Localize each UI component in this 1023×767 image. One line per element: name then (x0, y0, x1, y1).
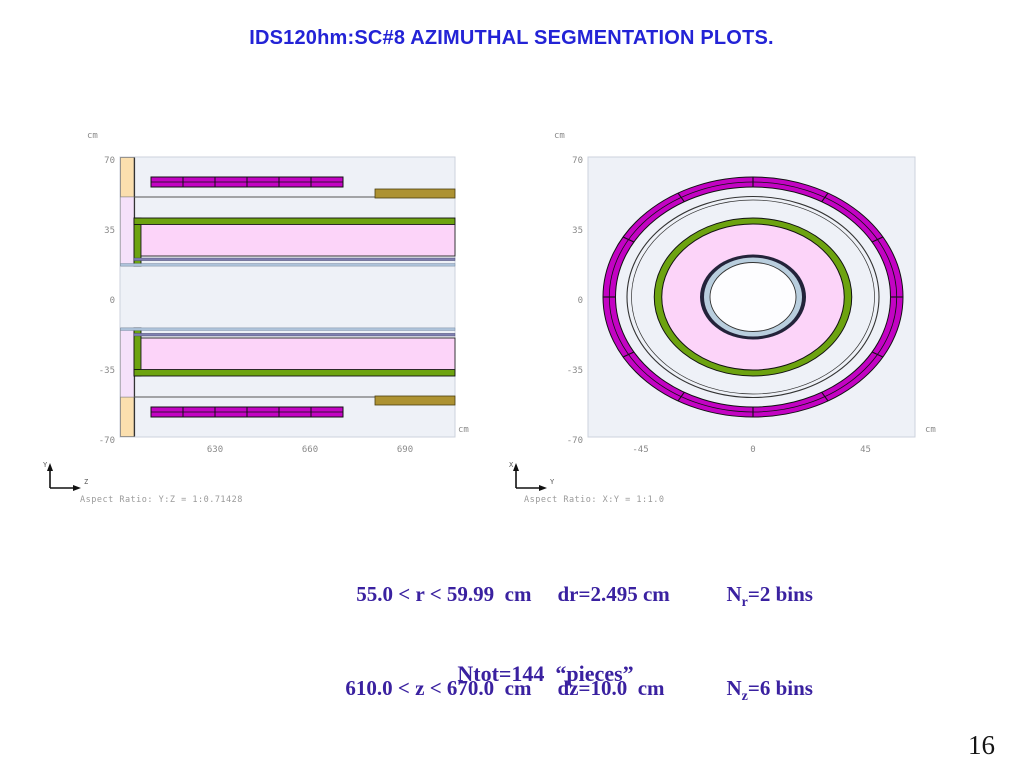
khaki-block-bottom (374, 395, 456, 406)
segment-divider (677, 192, 685, 203)
y-tick-label: 0 (578, 296, 583, 306)
xy-cross-section-plot: cm 70 35 0 -35 -70 -45 0 45 cm (554, 131, 936, 455)
peach-end-block-bottom (120, 396, 135, 437)
coil-z-dividers-top (182, 177, 312, 187)
nz-bins: Nz=6 bins (726, 676, 813, 705)
parameter-row-r: 55.0 < r < 59.99 cm dr=2.495 cm Nr=2 bins (283, 551, 826, 646)
parameter-row-phi: 0.0 < φ < 360.0 degdφ=30.0 deg.Nφ=12 bin… (283, 740, 826, 767)
pink-region-bottom (140, 337, 456, 370)
segment-divider (622, 351, 635, 358)
segment-divider (821, 192, 829, 203)
plot-area-background (119, 156, 456, 438)
dz-value: dz=10.0 cm (557, 676, 665, 701)
green-shield-horizontal-top (133, 217, 456, 225)
y-tick-label: -70 (99, 436, 115, 446)
slate-layer-dark-bottom (133, 333, 456, 337)
green-shield-horizontal-bottom (133, 369, 456, 377)
lavender-end-block-top (120, 196, 135, 267)
segment-divider (821, 391, 829, 402)
dr-value: dr=2.495 cm (557, 581, 670, 606)
segment-divider (871, 236, 884, 243)
coil-phi-dividers (603, 177, 903, 417)
khaki-block-top (374, 188, 456, 199)
rz-cross-section-plot: cm 70 35 0 -35 -70 630 (87, 131, 469, 455)
peach-end-block-top (120, 157, 135, 198)
segmentation-parameters: 55.0 < r < 59.99 cm dr=2.495 cm Nr=2 bins … (283, 551, 826, 767)
y-tick-label: -70 (567, 436, 583, 446)
axis-orientation-icon: X Y (509, 461, 555, 491)
up-arrow-icon (513, 463, 519, 471)
y-tick-label: 35 (104, 226, 115, 236)
up-axis-label: Y (43, 461, 48, 469)
y-axis-unit-label: cm (87, 131, 98, 141)
y-tick-label: 35 (572, 226, 583, 236)
up-arrow-icon (47, 463, 53, 471)
x-tick-label: -45 (632, 445, 648, 455)
beam-hole-center (709, 262, 797, 332)
y-tick-label: 70 (104, 156, 115, 166)
x-axis-unit-label: cm (925, 425, 936, 435)
y-tick-label: -35 (567, 366, 583, 376)
slate-layer-light-bottom (120, 327, 456, 331)
x-axis-unit-label: cm (458, 425, 469, 435)
segment-divider (622, 236, 635, 243)
axis-orientation-icon: Y Z (43, 461, 88, 491)
right-arrow-icon (539, 485, 547, 491)
thin-shell-outer-circle (626, 195, 880, 399)
y-tick-label: 70 (572, 156, 583, 166)
slide-title: IDS120hm:SC#8 AZIMUTHAL SEGMENTATION PLO… (249, 27, 774, 49)
r-range: 55.0 < r < 59.99 cm (356, 581, 532, 606)
aspect-ratio-label: Aspect Ratio: Y:Z = 1:0.71428 (80, 495, 243, 505)
nr-bins: Nr=2 bins (726, 581, 813, 610)
right-axis-label: Y (550, 478, 555, 486)
coil-z-dividers-bottom (182, 407, 312, 417)
pink-region-top (140, 224, 456, 257)
slate-layer-light-top (120, 263, 456, 267)
z-range: 610.0 < z < 670.0 cm (345, 676, 532, 701)
y-tick-label: -35 (99, 366, 115, 376)
lavender-end-block-bottom (120, 327, 135, 398)
x-tick-label: 0 (750, 445, 755, 455)
total-pieces-label: Ntot=144 “pieces” (457, 661, 634, 686)
page-number: 16 (968, 730, 995, 760)
y-tick-label: 0 (110, 296, 115, 306)
segment-divider (677, 391, 685, 402)
thin-shell-inner-circle (631, 199, 875, 395)
right-arrow-icon (73, 485, 81, 491)
segment-divider (871, 351, 884, 358)
x-tick-label: 630 (207, 445, 223, 455)
x-tick-label: 660 (302, 445, 318, 455)
x-tick-label: 45 (860, 445, 871, 455)
parameter-row-z: 610.0 < z < 670.0 cm dz=10.0 cm Nz=6 bins (283, 646, 826, 741)
right-axis-label: Z (84, 478, 88, 486)
slate-layer-dark-top (133, 257, 456, 261)
up-axis-label: X (509, 461, 514, 469)
aspect-ratio-label: Aspect Ratio: X:Y = 1:1.0 (524, 495, 665, 505)
x-tick-label: 690 (397, 445, 413, 455)
y-axis-unit-label: cm (554, 131, 565, 141)
